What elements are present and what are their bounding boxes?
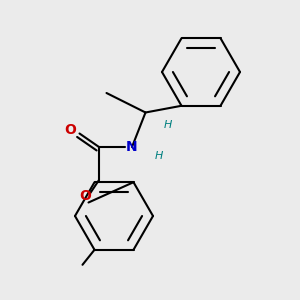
Text: O: O	[64, 124, 76, 137]
Text: N: N	[126, 140, 138, 154]
Text: H: H	[154, 151, 163, 161]
Text: H: H	[164, 119, 172, 130]
Text: O: O	[80, 190, 92, 203]
